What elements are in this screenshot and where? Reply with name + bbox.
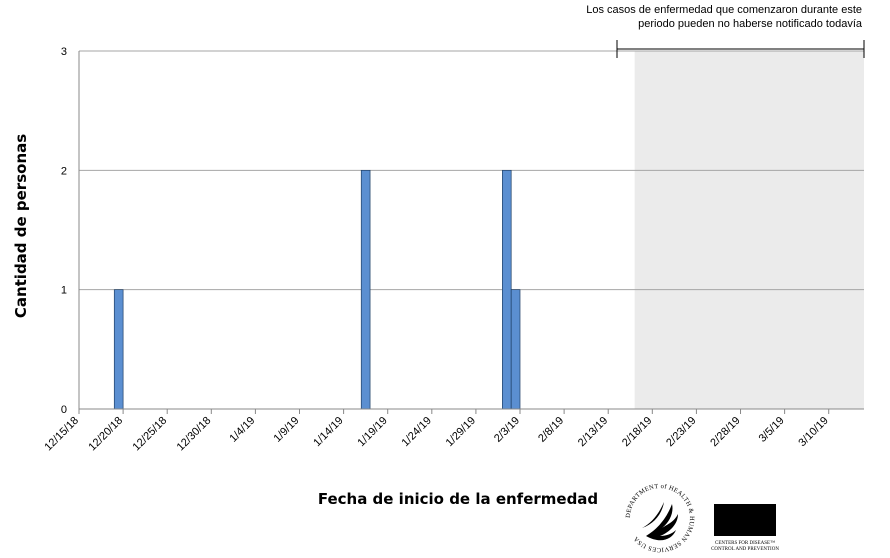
x-tick-label: 3/5/19 (757, 415, 787, 445)
bar (113, 289, 124, 410)
x-tick-label: 1/9/19 (272, 415, 302, 445)
x-tick-label: 1/29/19 (444, 415, 478, 449)
x-tick-label: 12/15/18 (42, 415, 81, 454)
x-axis-title: Fecha de inicio de la enfermedad (318, 490, 598, 508)
shaded-region-annotation: Los casos de enfermedad que comenzaron d… (586, 4, 865, 58)
hhs-logo: DEPARTMENT of HEALTH & HUMAN SERVICES US… (625, 483, 695, 553)
y-tick-label: 0 (61, 404, 67, 416)
x-tick-label: 2/8/19 (536, 415, 566, 445)
cdc-logo-block (714, 504, 776, 536)
x-tick-label: 2/18/19 (620, 415, 654, 449)
x-tick-label: 2/23/19 (664, 415, 698, 449)
hhs-ring-text: DEPARTMENT of HEALTH & HUMAN SERVICES US… (625, 483, 695, 553)
x-tick-label: 3/10/19 (796, 415, 830, 449)
x-tick-label: 1/4/19 (227, 415, 257, 445)
bar (510, 289, 521, 410)
annotation-line-1: Los casos de enfermedad que comenzaron d… (586, 4, 862, 16)
hhs-eagle-icon (646, 504, 678, 541)
x-tick-label: 1/19/19 (355, 415, 389, 449)
cdc-logo-label: CDC (719, 509, 771, 535)
x-tick-label: 2/3/19 (492, 415, 522, 445)
x-tick-label: 1/24/19 (399, 415, 433, 449)
cdc-logo-tagline-1: CENTERS FOR DISEASE™ (715, 540, 775, 546)
y-tick-label: 2 (61, 165, 67, 177)
y-tick-label: 1 (61, 285, 67, 297)
cdc-logo-tagline-2: CONTROL AND PREVENTION (711, 547, 779, 552)
y-tick-label: 3 (61, 46, 67, 58)
bar (502, 169, 512, 410)
x-tick-label: 12/25/18 (131, 415, 170, 454)
y-axis-title: Cantidad de personas (12, 134, 30, 318)
shaded-region (634, 51, 864, 409)
annotation-line-2: periodo pueden no haberse notificado tod… (638, 18, 863, 30)
x-tick-label: 2/28/19 (708, 415, 742, 449)
bar (360, 169, 371, 410)
x-tick-label: 2/13/19 (576, 415, 610, 449)
x-tick-label: 12/30/18 (175, 415, 214, 454)
cdc-logo: CDC CENTERS FOR DISEASE™ CONTROL AND PRE… (711, 504, 779, 552)
x-tick-label: 12/20/18 (86, 415, 125, 454)
svg-text:DEPARTMENT of HEALTH & HUMAN S: DEPARTMENT of HEALTH & HUMAN SERVICES US… (625, 483, 695, 553)
x-tick-label: 1/14/19 (311, 415, 345, 449)
